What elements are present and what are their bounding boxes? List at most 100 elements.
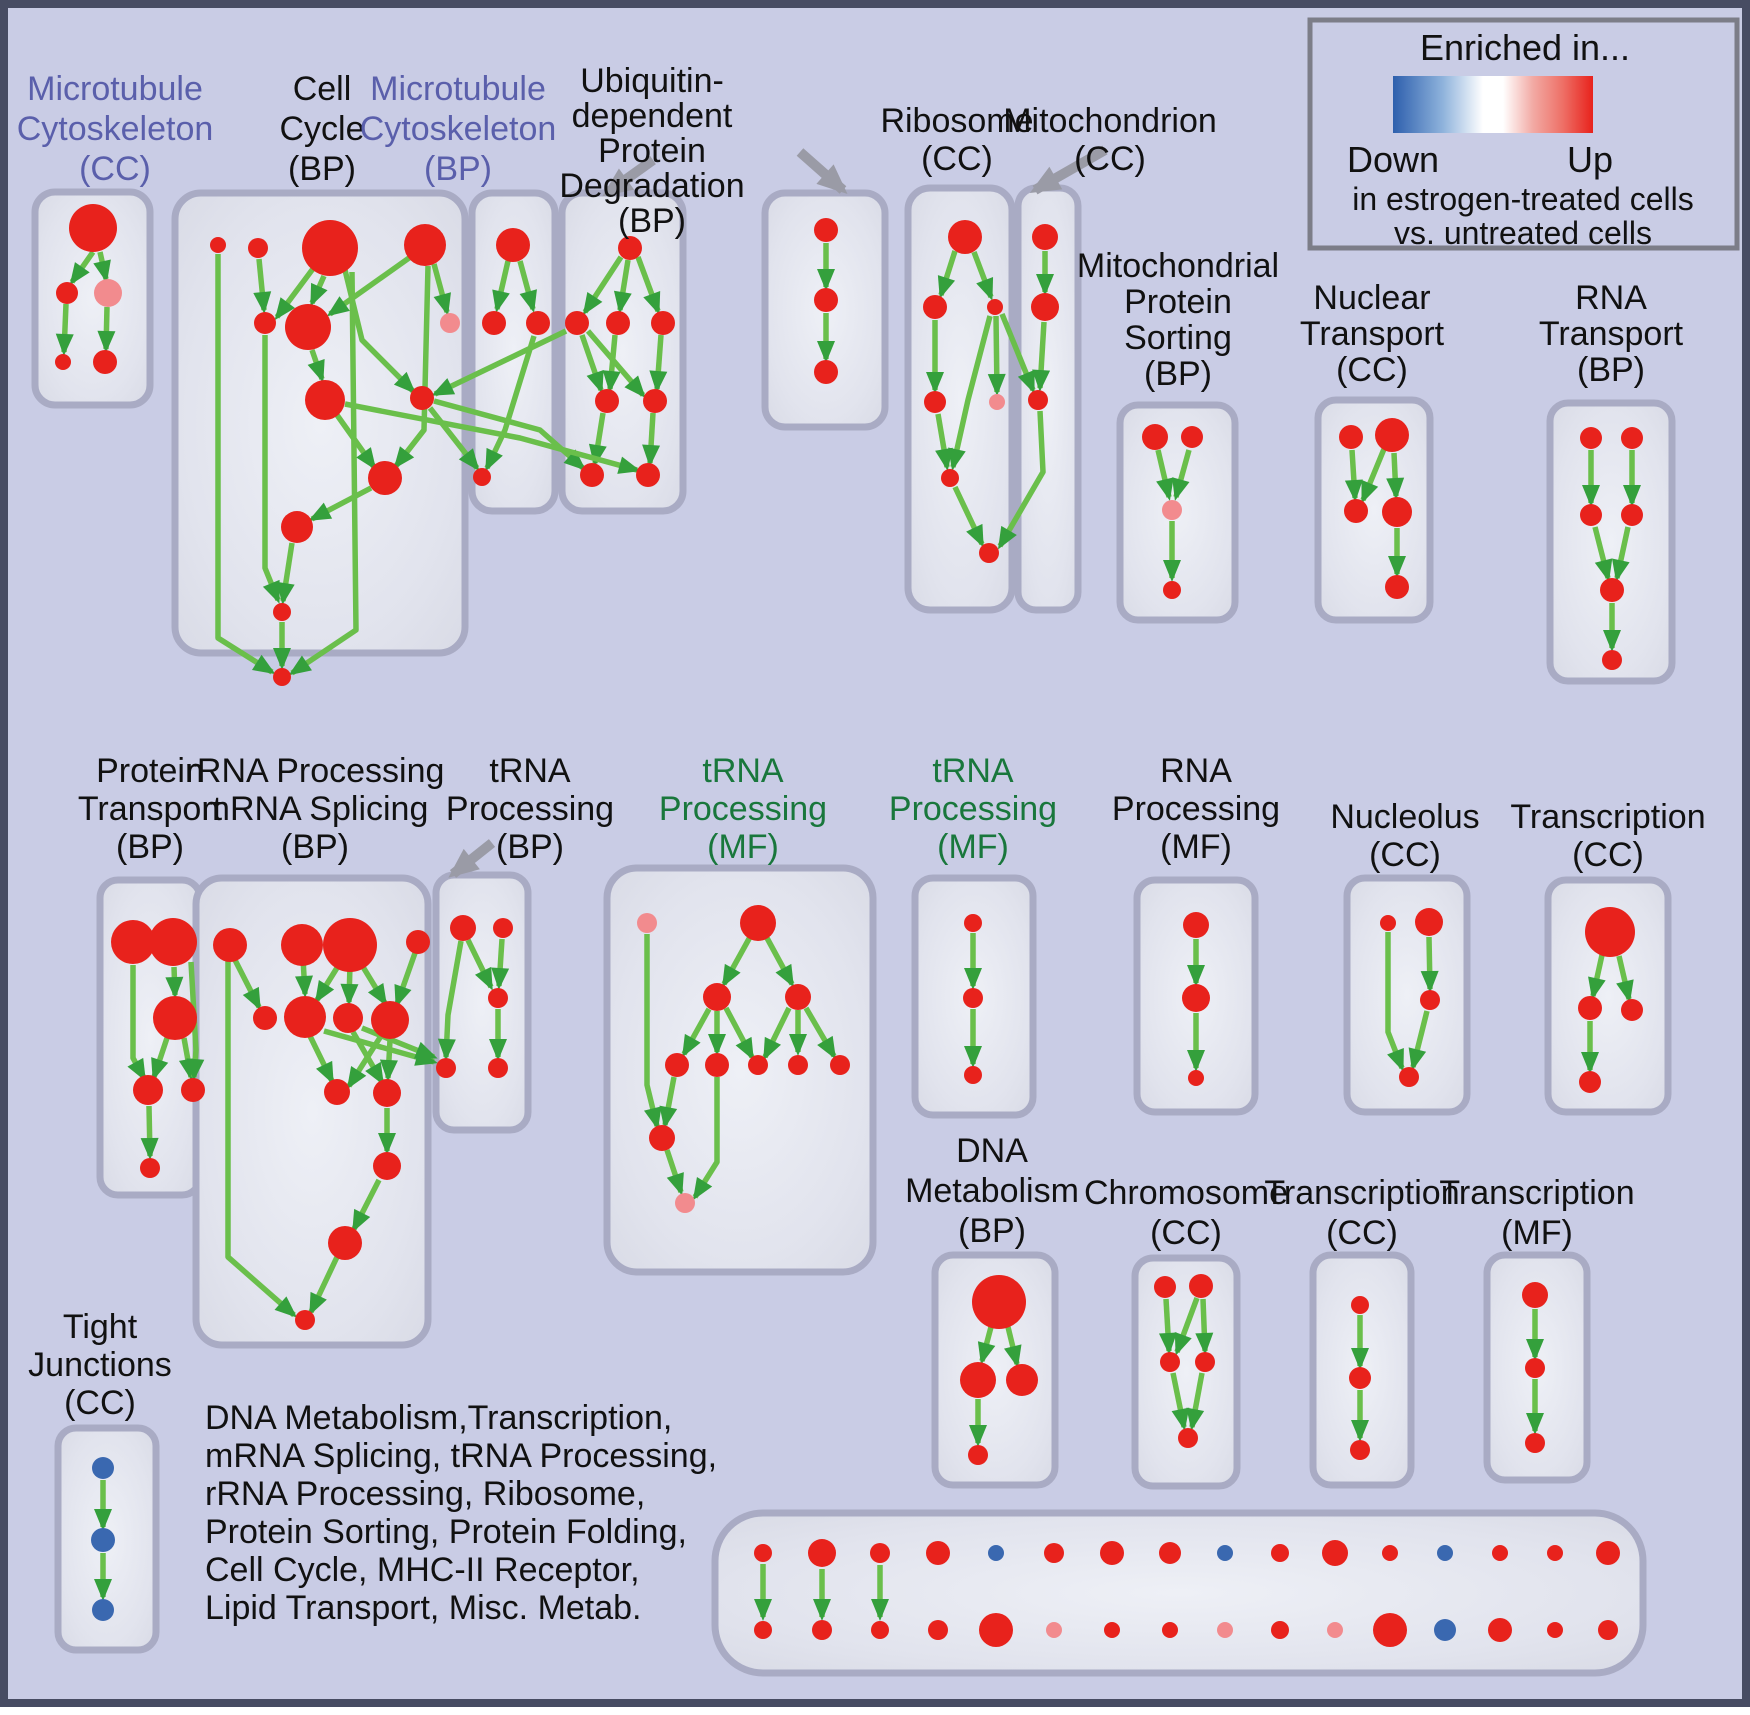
nucleolus-cc-node-2 (1420, 990, 1440, 1010)
bottom-strip-node-21 (1046, 1622, 1062, 1638)
tight-junctions-node-0 (92, 1457, 114, 1479)
cell-cycle-node-10 (281, 511, 313, 543)
cluster-label-5: Mitochondrion (CC) (1003, 102, 1217, 178)
rna-transport-node-5 (1602, 650, 1622, 670)
mitochondrion-cc-edge-1 (1032, 321, 1051, 392)
cluster-label-9-line-2: (BP) (116, 828, 184, 866)
bottom-strip-node-22 (1104, 1622, 1120, 1638)
bottom-strip-node-23 (1162, 1622, 1178, 1638)
ubiquitin-degradation-chain-node-0 (814, 218, 838, 242)
rna-transport-node-0 (1580, 427, 1602, 449)
transcription-cc-mid-node-3 (1579, 1071, 1601, 1093)
cluster-label-7-line-1: Transport (1300, 315, 1445, 353)
cluster-label-3-line-4: (BP) (618, 202, 686, 240)
rna-transport-node-2 (1580, 504, 1602, 526)
ribosome-cc-edge-4 (935, 413, 953, 471)
cluster-label-6-line-3: (BP) (1144, 355, 1212, 393)
cluster-label-16-line-1: (CC) (1572, 836, 1644, 874)
dna-metabolism-edge-1 (1004, 1326, 1022, 1368)
ubiquitin-degradation-left-node-2 (606, 311, 630, 335)
protein-transport-node-4 (181, 1078, 205, 1102)
trna-bp-node-1 (493, 918, 513, 938)
cell-cycle-edge-7 (431, 263, 451, 316)
trna-mf-small-node-0 (964, 914, 982, 932)
ribosome-cc-node-1 (923, 295, 947, 319)
cluster-label-21-line-0: Tight (63, 1308, 138, 1346)
label-pointer-arrow-0 (602, 155, 656, 198)
bottom-strip-node-12 (1437, 1545, 1453, 1561)
rna-transport-edge-2 (1592, 526, 1613, 582)
chromosome-cc-node-4 (1178, 1428, 1198, 1448)
trna-bp-edge-1 (491, 938, 510, 990)
rrna-mrna-edge-12 (351, 1178, 382, 1233)
trna-mf-large-edge-10 (664, 1149, 684, 1196)
cell-cycle-node-1 (248, 238, 268, 258)
dna-metabolism-node-0 (972, 1275, 1026, 1329)
cluster-label-0: Microtubule Cytoskeleton (CC) (17, 70, 214, 188)
cluster-label-2: Microtubule Cytoskeleton (BP) (360, 70, 557, 188)
label-pointer-arrow-1 (796, 148, 848, 194)
cluster-label-8-line-2: (BP) (1577, 351, 1645, 389)
microtubule-cc-node-2 (94, 279, 122, 307)
protein-transport-node-1 (149, 918, 197, 966)
cell-cycle-edge-10 (334, 413, 377, 471)
rrna-mrna-node-3 (406, 930, 430, 954)
rna-transport-node-4 (1600, 578, 1624, 602)
cluster-label-7: Nuclear Transport (CC) (1300, 279, 1445, 389)
ubiquitin-degradation-left-edge-7 (588, 412, 607, 467)
rrna-mrna-node-7 (371, 1001, 409, 1039)
ubiquitin-degradation-chain-node-1 (814, 288, 838, 312)
rrna-mrna-edge-2 (314, 961, 343, 1004)
ribosome-cc-edge-0 (937, 250, 958, 299)
cell-cycle-node-0 (210, 237, 226, 253)
label-pointer-arrow-2 (1029, 145, 1108, 195)
cluster-label-0-line-0: Microtubule (27, 70, 203, 108)
cell-cycle-edge-11 (308, 485, 373, 522)
cluster-label-2-line-0: Microtubule (370, 70, 546, 108)
cluster-label-10: rRNA Processing mRNA Splicing (BP) (186, 752, 445, 866)
bottom-strip-node-3 (926, 1541, 950, 1565)
trna-mf-small-node-1 (963, 988, 983, 1008)
cluster-label-10-line-1: mRNA Splicing (202, 790, 429, 828)
cell-cycle-node-4 (254, 312, 276, 334)
cell-cycle-edge-5 (288, 271, 359, 676)
chromosome-cc-node-0 (1154, 1276, 1176, 1298)
ubiquitin-degradation-left-node-5 (643, 389, 667, 413)
cluster-label-7-line-2: (CC) (1336, 351, 1408, 389)
chromosome-cc-node-1 (1189, 1274, 1213, 1298)
cluster-label-22-line-1: mRNA Splicing, tRNA Processing, (205, 1437, 717, 1475)
nuclear-transport-node-4 (1385, 575, 1409, 599)
mito-protein-sorting-node-0 (1142, 424, 1168, 450)
cell-cycle-node-6 (440, 313, 460, 333)
ubiquitin-degradation-left-node-4 (595, 389, 619, 413)
cluster-label-15-line-1: (CC) (1369, 836, 1441, 874)
chromosome-cc-edge-1 (1174, 1297, 1200, 1356)
cluster-label-1-line-1: Cycle (279, 110, 364, 148)
trna-mf-large-edge-8 (643, 934, 662, 1130)
cluster-label-3-line-1: dependent (572, 97, 733, 135)
legend-down-label: Down (1347, 139, 1439, 180)
bottom-strip-node-19 (928, 1620, 948, 1640)
cluster-label-6-line-2: Sorting (1124, 319, 1232, 357)
nuclear-transport-node-0 (1339, 425, 1363, 449)
trna-mf-large-edge-7 (803, 1006, 837, 1060)
rna-processing-mf-node-1 (1182, 984, 1210, 1012)
microtubule-bp-node-3 (473, 468, 491, 486)
group-box-mitochondrion-cc (1014, 184, 1082, 614)
trna-bp-node-0 (450, 915, 476, 941)
bottom-strip-node-0 (754, 1544, 772, 1562)
microtubule-cc-edge-1 (93, 251, 111, 283)
trna-bp-node-4 (488, 1058, 508, 1078)
trna-mf-large-edge-11 (692, 1077, 720, 1201)
protein-transport-edge-0 (127, 965, 147, 1082)
nuclear-transport-edge-2 (1386, 452, 1405, 500)
chromosome-cc-edge-4 (1186, 1372, 1205, 1431)
cluster-label-10-line-2: (BP) (281, 828, 349, 866)
cluster-label-17-line-2: (BP) (958, 1212, 1026, 1250)
bottom-strip-node-15 (1596, 1541, 1620, 1565)
cluster-label-16-line-0: Transcription (1510, 798, 1705, 836)
bottom-strip-node-25 (1271, 1621, 1289, 1639)
cluster-label-18: Chromosome (CC) (1084, 1174, 1288, 1252)
cluster-label-5-line-1: (CC) (1074, 140, 1146, 178)
cluster-label-22-line-4: Cell Cycle, MHC-II Receptor, (205, 1551, 640, 1589)
